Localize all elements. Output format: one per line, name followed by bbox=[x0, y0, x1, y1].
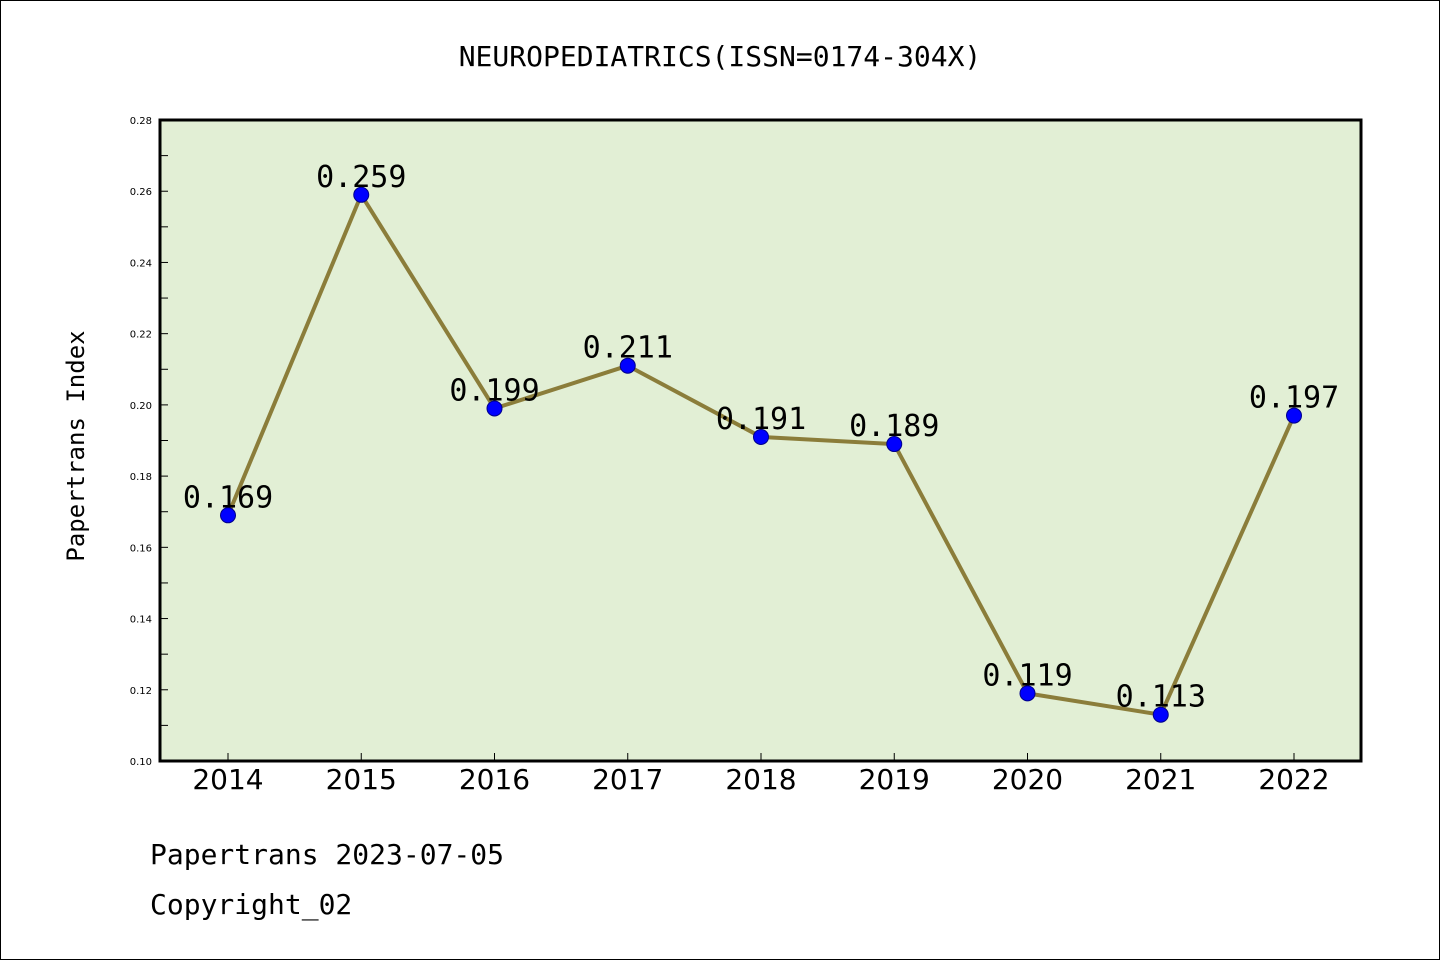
data-point bbox=[753, 428, 769, 445]
y-axis: 0.10 0.12 0.14 0.16 0.18 0.20 0.22 0.24 0.26 0.28 bbox=[130, 116, 168, 768]
x-tick-label: 2021 bbox=[1125, 763, 1196, 796]
data-point bbox=[486, 400, 503, 417]
y-tick-label: 0.14 bbox=[130, 615, 152, 626]
y-tick-label: 0.26 bbox=[130, 187, 152, 198]
y-tick-label: 0.12 bbox=[130, 686, 152, 697]
chart-title: NEUROPEDIATRICS(ISSN=0174-304X) bbox=[459, 40, 982, 73]
x-axis: 2014 2015 2016 2017 2018 2019 2020 2021 2022 bbox=[192, 753, 1330, 796]
x-tick-label: 2017 bbox=[592, 763, 663, 796]
x-tick-label: 2016 bbox=[459, 763, 530, 796]
y-tick-label: 0.20 bbox=[130, 401, 152, 412]
y-tick-label: 0.10 bbox=[130, 757, 152, 768]
y-tick-label: 0.22 bbox=[130, 330, 152, 341]
data-point bbox=[886, 436, 903, 453]
y-tick-label: 0.24 bbox=[130, 258, 152, 269]
y-tick-label: 0.28 bbox=[130, 116, 152, 127]
data-label: 0.191 bbox=[716, 402, 806, 437]
data-label: 0.197 bbox=[1249, 381, 1339, 416]
footer-date: Papertrans 2023-07-05 bbox=[150, 838, 504, 871]
data-points bbox=[220, 186, 1302, 723]
data-point bbox=[619, 357, 636, 374]
data-label: 0.199 bbox=[449, 373, 539, 408]
data-label: 0.169 bbox=[183, 480, 273, 515]
data-point bbox=[1286, 407, 1302, 424]
x-tick-label: 2019 bbox=[859, 763, 930, 796]
x-tick-label: 2018 bbox=[725, 763, 796, 796]
data-label: 0.113 bbox=[1116, 680, 1206, 715]
footer-copyright: Copyright_02 bbox=[150, 888, 352, 922]
x-tick-label: 2015 bbox=[326, 763, 397, 796]
y-axis-label: Papertrans Index bbox=[62, 330, 90, 561]
x-tick-label: 2020 bbox=[992, 763, 1063, 796]
data-label: 0.189 bbox=[849, 409, 939, 444]
data-labels: 0.169 0.259 0.199 0.211 0.191 0.189 0.119 0.113… bbox=[183, 160, 1339, 715]
x-tick-label: 2022 bbox=[1258, 763, 1329, 796]
data-label: 0.259 bbox=[316, 160, 406, 195]
y-tick-label: 0.16 bbox=[130, 543, 152, 554]
data-point bbox=[353, 186, 370, 203]
data-point bbox=[220, 507, 236, 524]
data-point bbox=[1152, 706, 1169, 723]
y-tick-label: 0.18 bbox=[130, 472, 152, 483]
data-label: 0.119 bbox=[982, 658, 1072, 693]
x-tick-label: 2014 bbox=[192, 763, 263, 796]
data-label: 0.211 bbox=[583, 331, 673, 366]
data-point bbox=[1019, 685, 1036, 702]
